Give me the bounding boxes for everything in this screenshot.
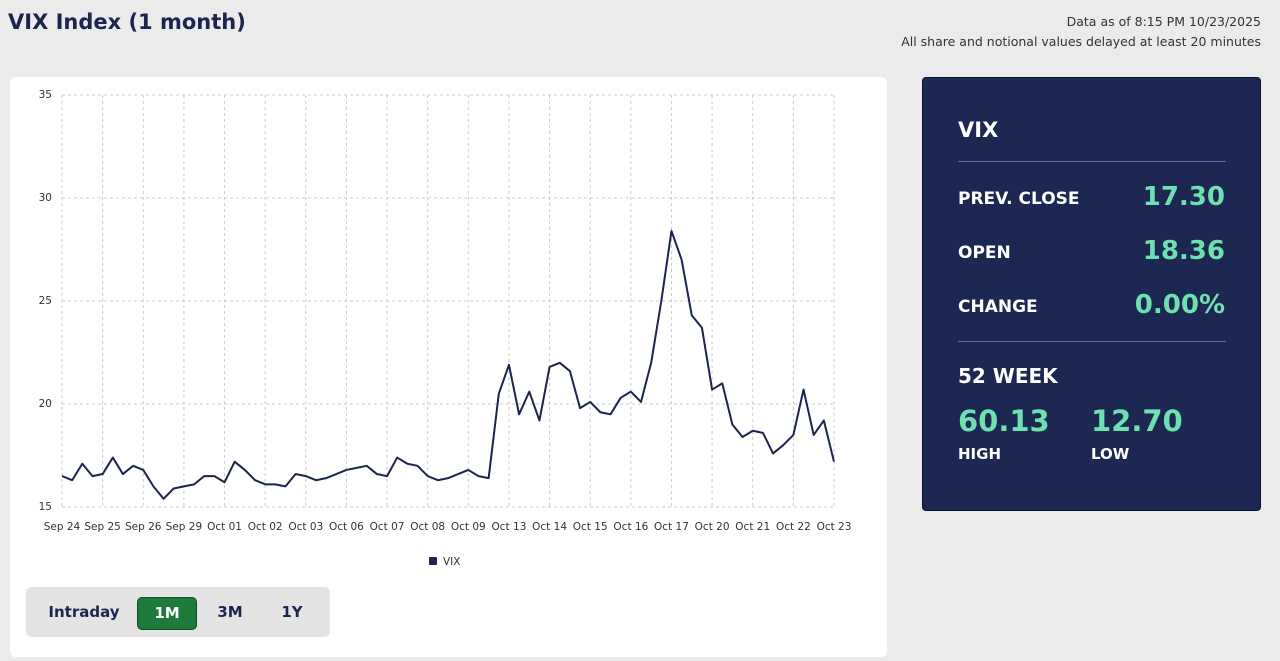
- data-as-of: Data as of 8:15 PM 10/23/2025: [1066, 14, 1261, 29]
- divider: [958, 341, 1226, 342]
- row-value: 18.36: [1142, 236, 1225, 266]
- x-tick-label: Oct 09: [451, 521, 486, 533]
- row-label: CHANGE: [958, 297, 1038, 317]
- week52-high-label: HIGH: [958, 445, 1002, 463]
- divider: [958, 161, 1226, 162]
- x-tick-label: Oct 02: [248, 521, 283, 533]
- week52-low-label: LOW: [1091, 445, 1130, 463]
- x-tick-label: Oct 23: [817, 521, 852, 533]
- x-tick-label: Oct 06: [329, 521, 364, 533]
- x-tick-label: Oct 07: [370, 521, 405, 533]
- chart: 15 20 25 30 35 Sep 24 Sep 25 Sep 26 Sep 29 Oct 01…: [39, 89, 852, 568]
- x-tick-label: Oct 22: [776, 521, 811, 533]
- week52-low: 12.70: [1091, 404, 1183, 438]
- y-tick-label: 30: [39, 192, 52, 204]
- x-tick-label: Oct 17: [654, 521, 689, 533]
- row-label: PREV. CLOSE: [958, 189, 1080, 209]
- range-button[interactable]: 3M: [217, 603, 243, 621]
- x-tick-label: Oct 21: [735, 521, 770, 533]
- range-button[interactable]: Intraday: [48, 603, 120, 621]
- x-tick-label: Oct 01: [207, 521, 242, 533]
- x-tick-label: Sep 24: [44, 521, 81, 533]
- x-tick-label: Oct 20: [695, 521, 730, 533]
- legend-swatch: [429, 557, 437, 565]
- row-value: 0.00%: [1134, 290, 1225, 320]
- week52-high: 60.13: [958, 404, 1050, 438]
- page-title: VIX Index (1 month): [8, 10, 246, 34]
- x-tick-label: Sep 25: [84, 521, 121, 533]
- quote-panel: VIX PREV. CLOSE 17.30 OPEN 18.36 CHANGE …: [922, 77, 1261, 511]
- x-tick-label: Sep 29: [166, 521, 203, 533]
- x-tick-label: Oct 15: [573, 521, 608, 533]
- y-tick-label: 35: [39, 89, 52, 101]
- x-tick-label: Oct 08: [410, 521, 445, 533]
- y-tick-label: 20: [39, 398, 52, 410]
- delay-note: All share and notional values delayed at…: [901, 34, 1261, 49]
- y-tick-label: 25: [39, 295, 52, 307]
- line: [61, 229, 835, 500]
- range-buttons: Intraday 1M 3M 1Y: [26, 587, 330, 637]
- x-tick-label: Oct 03: [288, 521, 323, 533]
- chart-card: 15 20 25 30 35 Sep 24 Sep 25 Sep 26 Sep 29 Oct 01…: [10, 77, 887, 657]
- range-button[interactable]: 1M: [137, 597, 197, 630]
- row-label: OPEN: [958, 243, 1011, 263]
- legend-label: VIX: [443, 556, 460, 568]
- y-tick-label: 15: [39, 501, 52, 513]
- row-value: 17.30: [1142, 182, 1225, 212]
- x-tick-label: Oct 16: [613, 521, 648, 533]
- x-tick-label: Sep 26: [125, 521, 162, 533]
- week52-title: 52 WEEK: [958, 364, 1058, 388]
- panel-title: VIX: [958, 118, 999, 142]
- x-tick-label: Oct 14: [532, 521, 567, 533]
- range-button[interactable]: 1Y: [281, 603, 303, 621]
- x-tick-label: Oct 13: [492, 521, 527, 533]
